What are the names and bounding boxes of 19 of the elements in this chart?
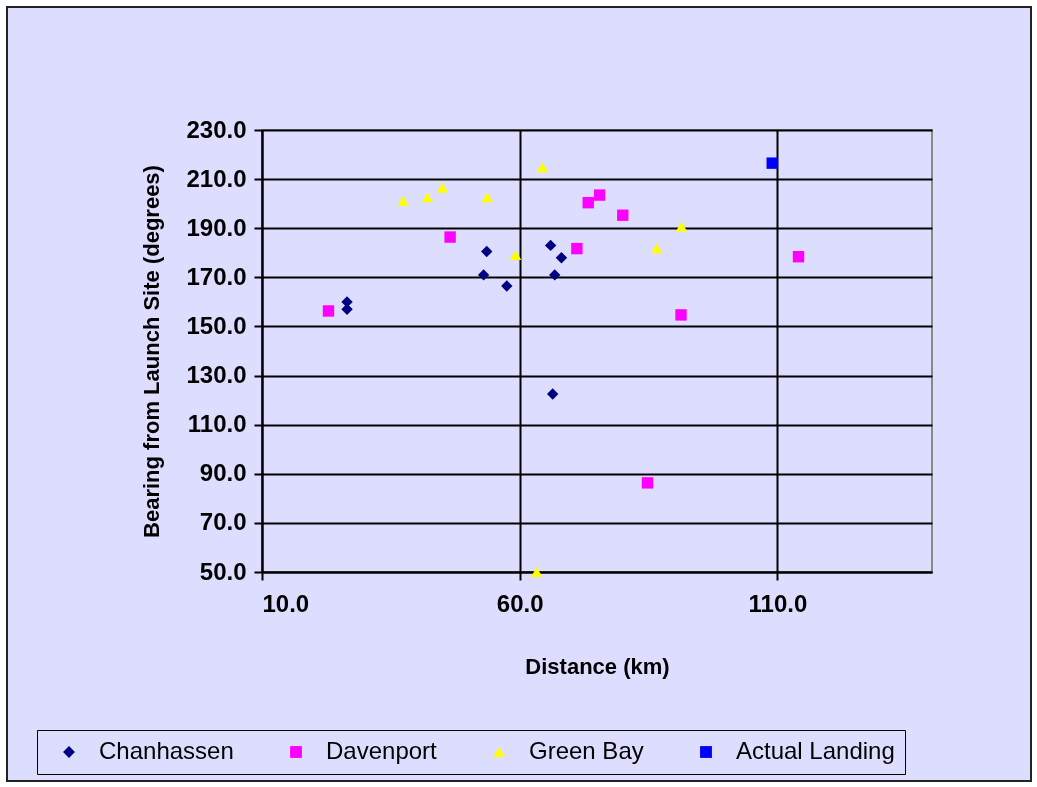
y-tick-label: 50.0 [199, 557, 247, 585]
y-tick-label: 90.0 [199, 459, 247, 487]
legend-label: Davenport [326, 737, 438, 764]
legend-label: Chanhassen [99, 737, 234, 764]
x-tick-label: 60.0 [496, 589, 544, 617]
x-tick-label: 110.0 [748, 589, 808, 617]
y-tick-label: 70.0 [199, 508, 247, 536]
legend-label: Actual Landing [736, 737, 895, 764]
x-axis-title: Distance (km) [525, 653, 670, 679]
y-tick-label: 110.0 [187, 410, 247, 438]
y-tick-label: 230.0 [186, 115, 247, 143]
y-tick-label: 170.0 [186, 262, 247, 290]
y-tick-label: 210.0 [186, 164, 247, 192]
legend-label: Green Bay [529, 737, 644, 764]
x-tick-label: 10.0 [262, 589, 310, 617]
y-tick-label: 130.0 [186, 361, 247, 389]
y-tick-label: 150.0 [186, 311, 247, 339]
y-axis-title: Bearing from Launch Site (degrees) [139, 165, 165, 538]
y-tick-label: 190.0 [186, 213, 247, 241]
